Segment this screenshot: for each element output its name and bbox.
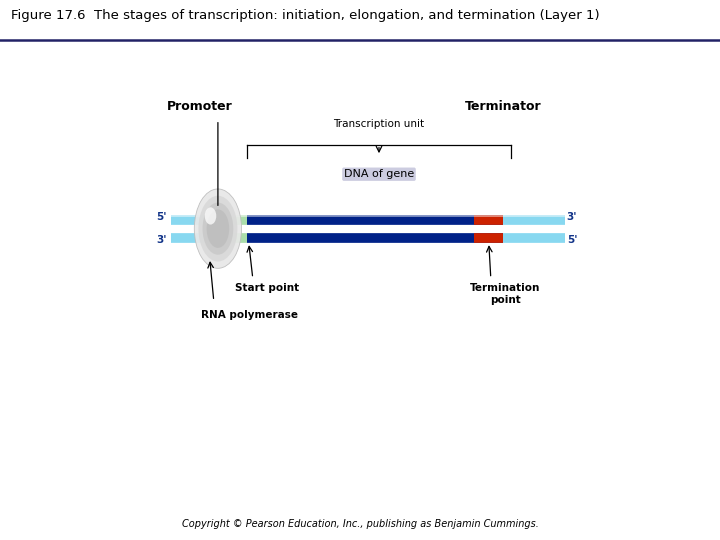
Text: Transcription unit: Transcription unit <box>333 119 425 129</box>
Text: 3': 3' <box>567 212 577 222</box>
Text: Termination
point: Termination point <box>470 283 541 305</box>
Ellipse shape <box>202 202 233 255</box>
Text: DNA of gene: DNA of gene <box>344 169 414 179</box>
Ellipse shape <box>204 207 216 225</box>
Ellipse shape <box>194 189 241 268</box>
Text: Terminator: Terminator <box>465 100 541 113</box>
Text: 5': 5' <box>567 235 577 245</box>
Text: RNA polymerase: RNA polymerase <box>202 310 299 320</box>
Text: Figure 17.6  The stages of transcription: initiation, elongation, and terminatio: Figure 17.6 The stages of transcription:… <box>11 9 600 22</box>
Text: Promoter: Promoter <box>166 100 233 113</box>
Ellipse shape <box>199 195 238 261</box>
Text: Start point: Start point <box>235 283 300 293</box>
Text: 5': 5' <box>156 212 166 222</box>
Text: 3': 3' <box>156 235 166 245</box>
Ellipse shape <box>207 210 229 248</box>
Text: Copyright © Pearson Education, Inc., publishing as Benjamin Cummings.: Copyright © Pearson Education, Inc., pub… <box>181 519 539 529</box>
